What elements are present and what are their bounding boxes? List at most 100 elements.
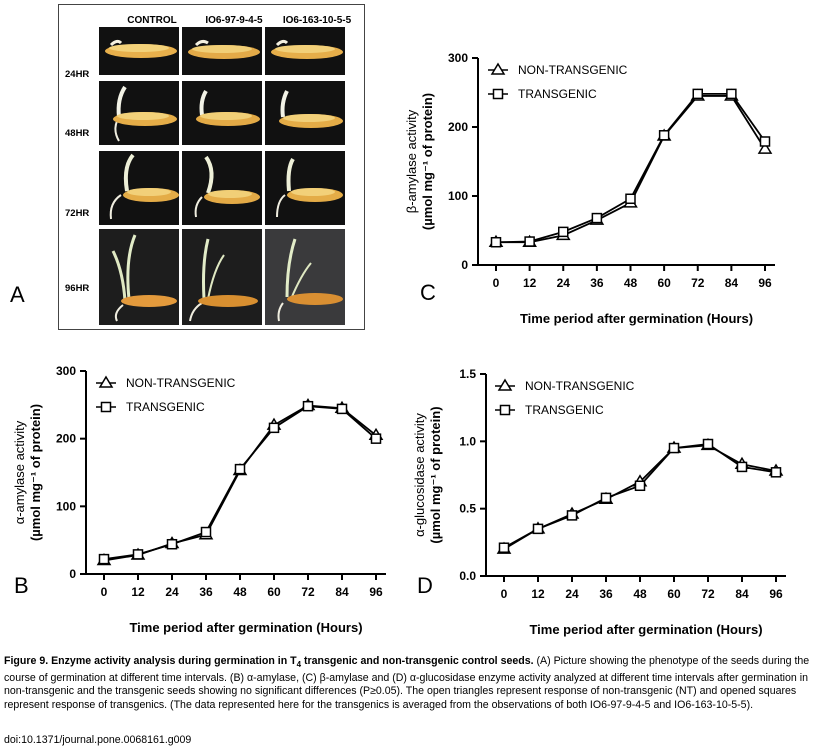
legend-entry: NON-TRANSGENIC [488, 62, 628, 77]
square-point [200, 526, 212, 538]
series-square [98, 400, 382, 565]
legend-label: TRANSGENIC [518, 87, 597, 101]
series-triangle [496, 437, 784, 554]
triangle-point [757, 141, 773, 154]
x-tick-label: 24 [565, 587, 579, 601]
y-axis-label-units: (µmol mg⁻¹ of protein) [428, 406, 443, 543]
x-tick-label: 60 [657, 276, 671, 290]
x-axis-label: Time period after germination (Hours) [520, 311, 753, 326]
y-tick-label: 1.0 [459, 434, 476, 448]
row-label-96hr: 96HR [65, 283, 90, 294]
series-line [495, 92, 766, 244]
seed-photo [265, 81, 345, 145]
legend-label: TRANSGENIC [525, 403, 604, 417]
y-tick-label: 0.5 [459, 502, 476, 516]
x-tick-label: 84 [725, 276, 739, 290]
x-tick-label: 36 [199, 585, 213, 599]
x-tick-label: 72 [701, 587, 715, 601]
y-tick-label: 100 [448, 189, 468, 203]
chart-d: 0.0 0.5 1.0 1.5 0 12 24 36 48 60 72 84 96 Time period… [412, 367, 786, 637]
x-tick-label: 84 [735, 587, 749, 601]
chart-b: 0 100 200 300 0 12 24 36 48 60 72 84 96 Time period a… [12, 364, 386, 635]
legend-label: NON-TRANSGENIC [525, 379, 635, 393]
series-triangle [96, 398, 384, 566]
legend-entry: NON-TRANSGENIC [96, 375, 236, 390]
square-point [566, 510, 578, 521]
figure-doi: doi:10.1371/journal.pone.0068161.g009 [4, 734, 192, 746]
square-point [336, 403, 348, 415]
square-point [98, 553, 110, 565]
x-axis-label: Time period after germination (Hours) [129, 620, 362, 635]
seed-photo [182, 81, 262, 145]
series-square [498, 438, 782, 553]
x-tick-label: 36 [599, 587, 613, 601]
square-point [702, 438, 714, 450]
legend-entry: TRANSGENIC [495, 403, 604, 417]
y-tick-label: 0 [69, 567, 76, 581]
triangle-point [98, 375, 114, 388]
triangle-point [497, 378, 513, 391]
legend-entry: NON-TRANSGENIC [495, 378, 635, 393]
legend-entry: TRANSGENIC [488, 87, 597, 101]
x-tick-label: 96 [369, 585, 383, 599]
square-point [268, 422, 280, 434]
seed-photo [265, 27, 345, 75]
square-point [591, 212, 603, 224]
y-tick-label: 200 [56, 432, 76, 446]
square-point [234, 463, 246, 475]
x-tick-label: 24 [165, 585, 179, 599]
x-tick-label: 84 [335, 585, 349, 599]
y-axis-label: β-amylase activity [404, 109, 419, 213]
charts-canvas: 0 100 200 300 0 12 24 36 48 60 72 84 96 Time period a… [12, 51, 786, 637]
series-triangle [488, 88, 773, 247]
seed-photo-panel: CONTROL IO6-97-9-4-5 IO6-163-10-5-5 24HR… [58, 4, 365, 330]
chart-c: 0 100 200 300 0 12 24 36 48 60 72 84 96 Time period a… [404, 51, 775, 326]
series-square [490, 88, 771, 248]
square-point [492, 88, 504, 100]
x-tick-label: 36 [590, 276, 604, 290]
y-tick-label: 300 [56, 364, 76, 378]
x-tick-label: 48 [624, 276, 638, 290]
legend-entry: TRANSGENIC [96, 400, 205, 414]
x-tick-label: 96 [769, 587, 783, 601]
square-point [692, 88, 703, 100]
legend-label: TRANSGENIC [126, 400, 205, 414]
y-tick-label: 200 [448, 120, 468, 134]
square-point [668, 442, 680, 454]
seed-photo [99, 81, 179, 145]
x-tick-label: 60 [667, 587, 681, 601]
x-tick-label: 12 [531, 587, 545, 601]
x-tick-label: 0 [493, 276, 500, 290]
square-point [625, 193, 636, 205]
square-point [759, 136, 771, 147]
panel-letter-b: B [14, 573, 29, 598]
y-tick-label: 0 [461, 258, 468, 272]
seed-photo [182, 27, 262, 75]
x-tick-label: 24 [557, 276, 571, 290]
series-line [103, 404, 377, 562]
x-tick-label: 48 [633, 587, 647, 601]
square-point [770, 467, 782, 478]
x-tick-label: 60 [267, 585, 281, 599]
legend-label: NON-TRANSGENIC [126, 376, 236, 390]
square-point [558, 226, 569, 238]
x-tick-label: 12 [131, 585, 145, 599]
triangle-point [490, 62, 506, 75]
x-tick-label: 96 [758, 276, 772, 290]
y-axis-label: α-amylase activity [12, 420, 27, 524]
y-axis-label-units: (µmol mg⁻¹ of protein) [420, 93, 435, 230]
x-tick-label: 0 [501, 587, 508, 601]
seed-photo [99, 229, 179, 325]
seed-photo [182, 151, 262, 225]
square-point [524, 236, 535, 247]
column-header-io6-97: IO6-97-9-4-5 [205, 15, 263, 26]
square-point [166, 538, 178, 550]
square-point [370, 433, 382, 444]
x-tick-label: 0 [101, 585, 108, 599]
legend-label: NON-TRANSGENIC [518, 63, 628, 77]
y-axis-label: α-glucosidase activity [412, 413, 427, 537]
seed-photo [99, 151, 179, 225]
figure-caption: Figure 9. Enzyme activity analysis durin… [4, 655, 810, 712]
seed-photo [182, 229, 262, 325]
y-tick-label: 1.5 [459, 367, 476, 381]
